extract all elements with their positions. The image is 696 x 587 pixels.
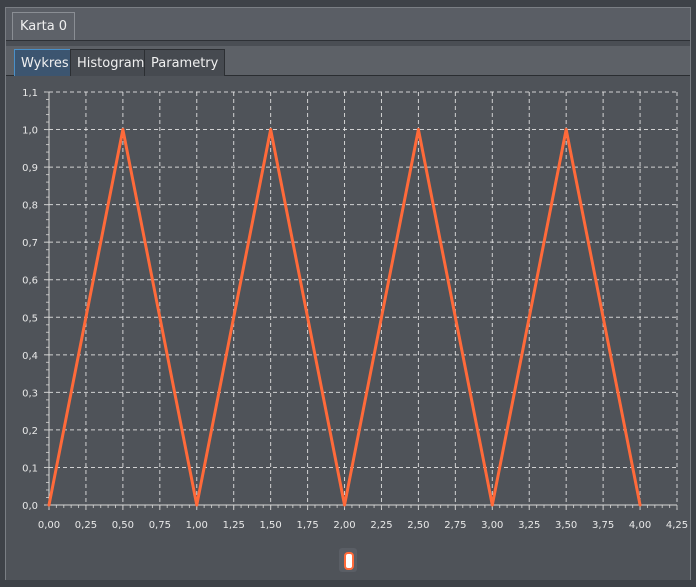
x-tick-label: 3,25	[518, 520, 540, 531]
x-tick-label: 2,00	[333, 520, 355, 531]
x-tick-label: 4,00	[629, 520, 651, 531]
x-tick-label: 4,25	[666, 520, 688, 531]
x-tick-label: 1,00	[186, 520, 208, 531]
x-tick-label: 2,75	[444, 520, 466, 531]
tab-wykres[interactable]: Wykres	[14, 49, 76, 76]
tab-parametry[interactable]: Parametry	[144, 49, 226, 76]
x-tick-label: 0,00	[38, 520, 60, 531]
x-tick-label: 2,50	[407, 520, 429, 531]
y-tick-label: 0,4	[22, 351, 38, 362]
data-point	[343, 503, 347, 507]
y-tick-label: 0,6	[22, 276, 38, 287]
x-tick-label: 2,25	[370, 520, 392, 531]
series-toggle-button[interactable]	[339, 548, 357, 572]
data-point	[638, 503, 642, 507]
data-point	[121, 128, 125, 132]
y-tick-label: 0,2	[22, 426, 38, 437]
x-tick-label: 0,75	[149, 520, 171, 531]
x-tick-label: 3,00	[481, 520, 503, 531]
data-point	[47, 503, 51, 507]
y-tick-label: 1,1	[22, 88, 38, 99]
series-color-icon	[344, 552, 354, 570]
x-tick-label: 0,50	[112, 520, 134, 531]
y-tick-label: 0,5	[22, 313, 38, 324]
y-tick-label: 1,0	[22, 126, 38, 137]
y-tick-label: 0,1	[22, 463, 38, 474]
y-tick-label: 0,8	[22, 201, 38, 212]
tab-karta-0[interactable]: Karta 0	[12, 12, 76, 40]
data-point	[269, 128, 273, 132]
main-window: Karta 0 Wykres Histogram Parametry 0,00 0…	[5, 7, 691, 580]
y-tick-label: 0,0	[22, 501, 38, 512]
x-tick-label: 3,50	[555, 520, 577, 531]
y-tick-label: 0,9	[22, 163, 38, 174]
x-tick-label: 3,75	[592, 520, 614, 531]
data-point	[564, 128, 568, 132]
y-tick-label: 0,3	[22, 388, 38, 399]
tab-histogram[interactable]: Histogram	[70, 49, 152, 76]
data-point	[490, 503, 494, 507]
data-point	[416, 128, 420, 132]
x-tick-label: 1,50	[260, 520, 282, 531]
x-tick-label: 1,75	[296, 520, 318, 531]
sub-tab-bar: Wykres Histogram Parametry	[6, 46, 690, 76]
top-tab-bar: Karta 0	[6, 8, 690, 41]
y-tick-label: 0,7	[22, 238, 38, 249]
x-tick-label: 1,25	[223, 520, 245, 531]
data-point	[195, 503, 199, 507]
x-tick-label: 0,25	[75, 520, 97, 531]
chart-panel: 0,00 0,25 0,50 0,75 1,00 1,25 1,50 1,75 2,00 2,25…	[6, 76, 690, 580]
